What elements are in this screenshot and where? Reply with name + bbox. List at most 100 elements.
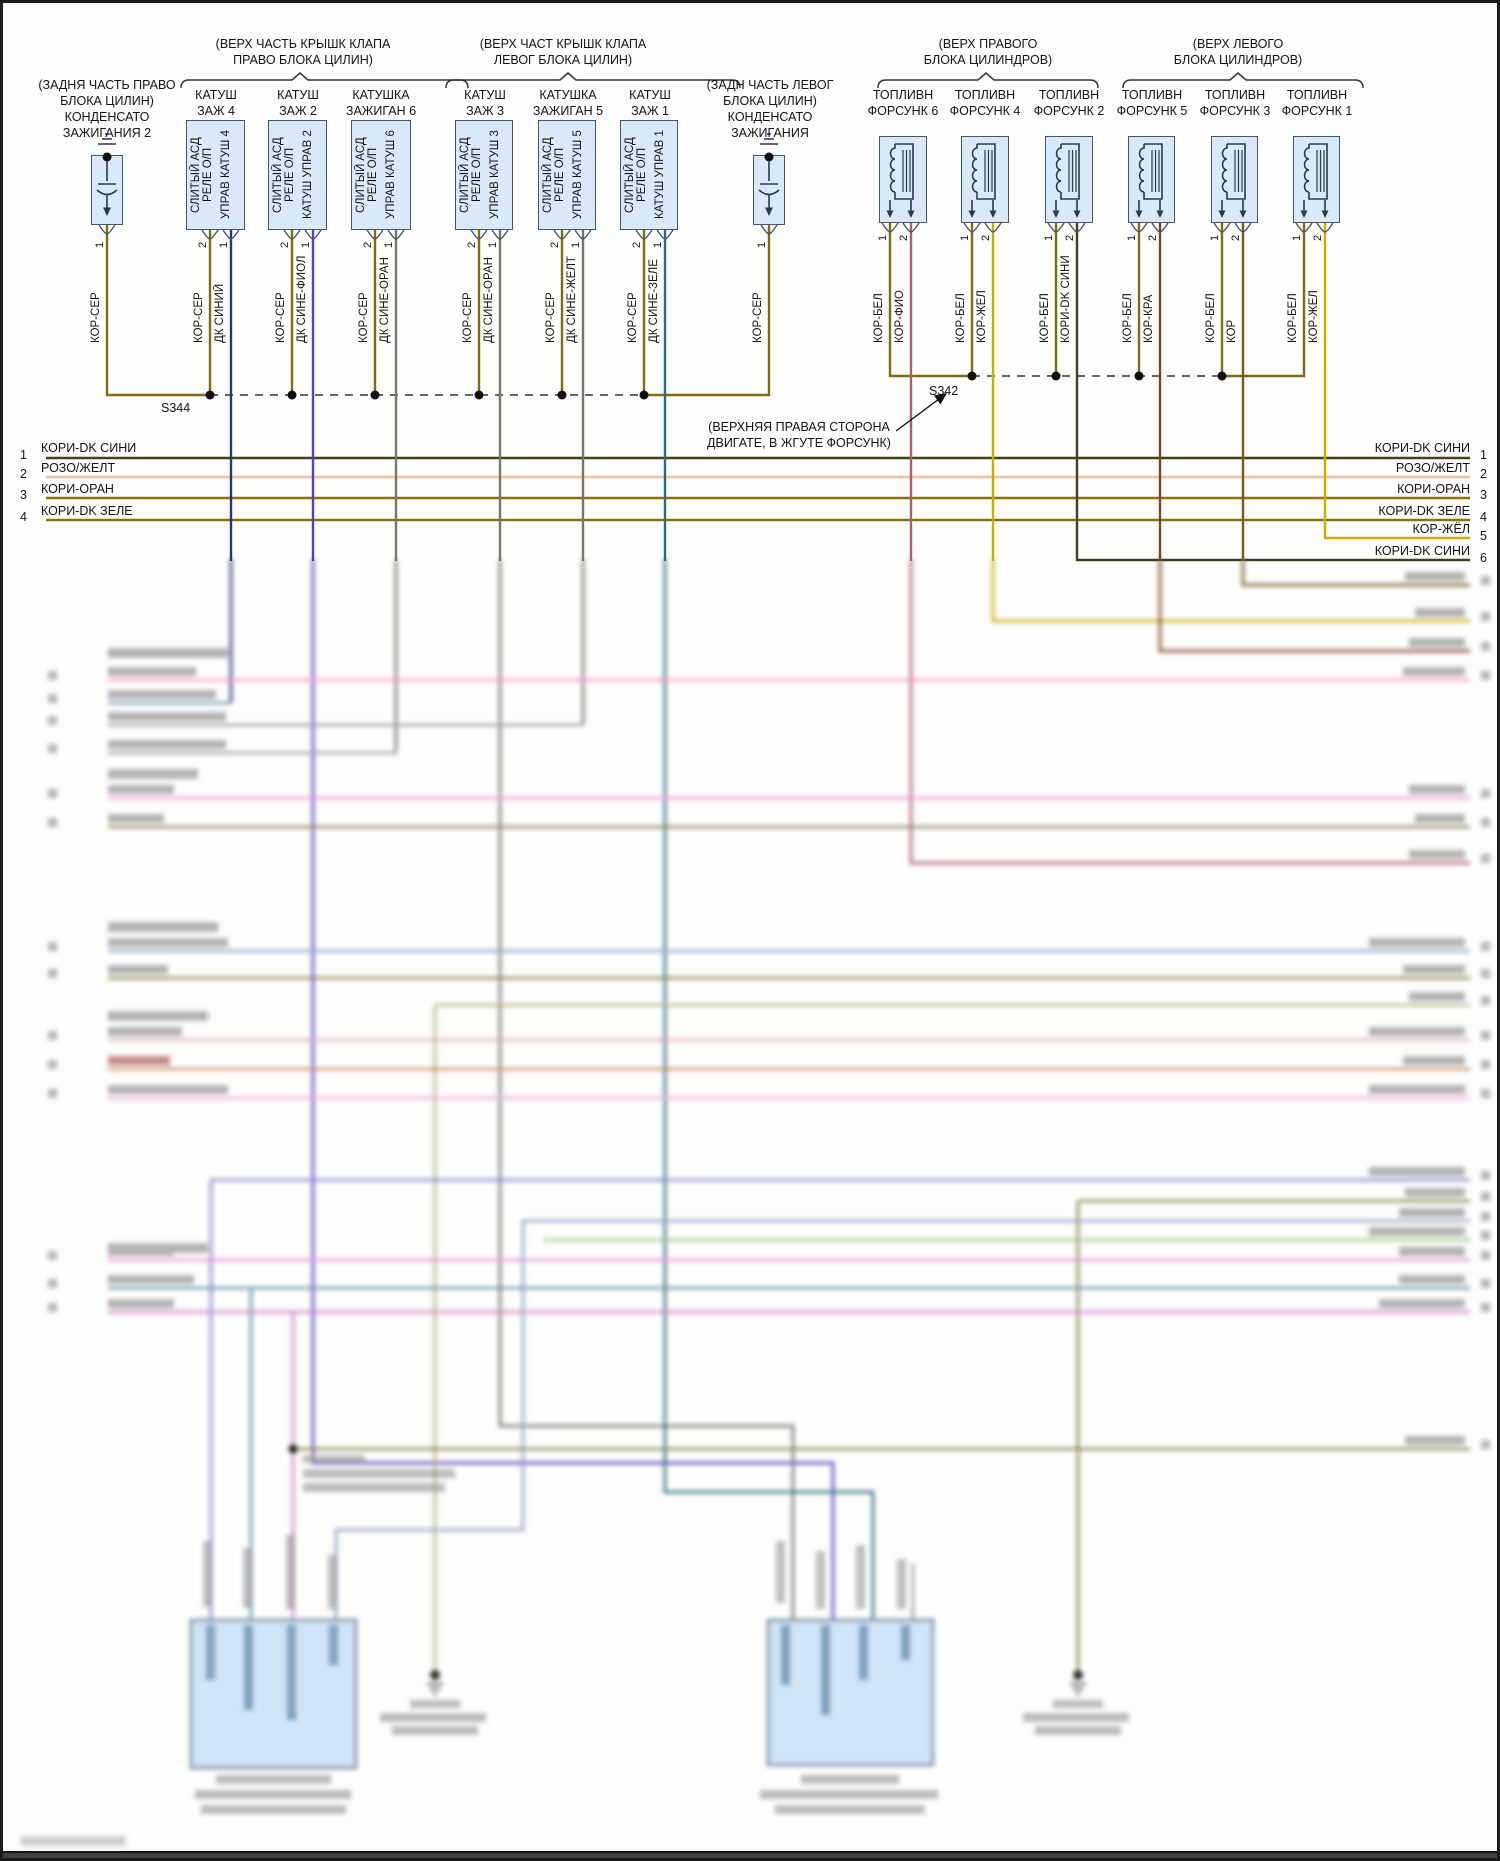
coil-2-pin2: 2 bbox=[279, 241, 291, 248]
bus-right-num-2: 2 bbox=[1480, 467, 1487, 481]
coil-4-pin1: 1 bbox=[218, 241, 230, 248]
blurred-left-labels bbox=[108, 648, 228, 1308]
group-splice-dots bbox=[205, 371, 1227, 400]
label-line: КАТУШ bbox=[629, 88, 671, 102]
blurred-wire-label-blobs bbox=[203, 1535, 906, 1609]
bottom-bar bbox=[3, 1853, 1497, 1858]
label-line: ЗАЖИГАНИЯ bbox=[731, 126, 809, 140]
bus-left-label-2: РОЗО/ЖЕЛТ bbox=[41, 461, 116, 475]
bottom-bar-edge bbox=[3, 1851, 1497, 1853]
capacitor-1-pin: 1 bbox=[756, 241, 768, 248]
injector-6-wire1-label: КОР-БЕЛ bbox=[873, 293, 885, 343]
capacitor-1-label: (ЗАДН ЧАСТЬ ЛЕВОГ БЛОКА ЦИЛИН) КОНДЕНСАТ… bbox=[686, 77, 854, 141]
capacitor-2-label: (ЗАДНЯ ЧАСТЬ ПРАВО БЛОКА ЦИЛИН) КОНДЕНСА… bbox=[23, 77, 191, 141]
label-line: ТОПЛИВН bbox=[954, 88, 1016, 102]
injector-5-wire2-label: КОР-КРА bbox=[1143, 294, 1155, 343]
injector-1-pin2: 2 bbox=[1312, 234, 1324, 241]
label-line: (ЗАДН ЧАСТЬ ЛЕВОГ bbox=[706, 78, 834, 92]
label-line: ФОРСУНК 2 bbox=[1033, 104, 1105, 118]
label-line: ЗАЖ 2 bbox=[279, 104, 317, 118]
diagram-lines bbox=[3, 72, 1497, 1858]
coil-5-wire1-label: ДК СИНЕ-ЖЕЛТ bbox=[566, 256, 578, 343]
coil-1-text-relay2: РЕЛЕ О/П bbox=[636, 147, 648, 203]
bus-right-num-6: 6 bbox=[1480, 551, 1487, 565]
blurred-caption-blobs bbox=[195, 1455, 1129, 1814]
coil-5-box bbox=[538, 120, 596, 230]
label-line: ЗАЖ 3 bbox=[466, 104, 504, 118]
note-line: (ВЕРХНЯЯ ПРАВАЯ СТОРОНА bbox=[708, 420, 890, 434]
bracket-label-right-cyl-bank: (ВЕРХ ПРАВОГО БЛОКА ЦИЛИНДРОВ) bbox=[858, 36, 1118, 68]
group-bus-lines bbox=[46, 223, 1470, 562]
coil-3-pin1: 1 bbox=[487, 241, 499, 248]
coil-6-wire2-label: КОР-СЕР bbox=[358, 292, 370, 343]
coil-2-wire2-label: КОР-СЕР bbox=[275, 292, 287, 343]
s342-note: (ВЕРХНЯЯ ПРАВАЯ СТОРОНА ДВИГАТЕ, В ЖГУТЕ… bbox=[693, 419, 905, 451]
bus-right-num-5: 5 bbox=[1480, 529, 1487, 543]
label-line: ТОПЛИВН bbox=[1286, 88, 1348, 102]
label-line: БЛОКА ЦИЛИН) bbox=[723, 94, 817, 108]
coil-6-wire1-label: ДК СИНЕ-ОРАН bbox=[379, 257, 391, 343]
label-line: (ЗАДНЯ ЧАСТЬ ПРАВО bbox=[38, 78, 176, 92]
coil-6-box bbox=[351, 120, 411, 230]
watermark-blob bbox=[21, 1836, 126, 1846]
bus-left-num-3: 3 bbox=[20, 488, 27, 502]
injector-3-pin2: 2 bbox=[1230, 234, 1242, 241]
bus-left-num-4: 4 bbox=[20, 510, 27, 524]
coil-5-text-ctrl: УПРАВ КАТУШ 5 bbox=[572, 130, 584, 220]
coil-1-label: КАТУШ ЗАЖ 1 bbox=[600, 87, 700, 119]
injector-2-label: ТОПЛИВН ФОРСУНК 2 bbox=[1019, 87, 1119, 119]
coil-4-pin2: 2 bbox=[197, 241, 209, 248]
coil-4-box bbox=[186, 120, 245, 230]
splice-s344-label: S344 bbox=[161, 401, 191, 415]
coil-1-pin1: 1 bbox=[652, 241, 664, 248]
coil-6-pin1: 1 bbox=[383, 241, 395, 248]
label-line: ЗАЖ 4 bbox=[197, 104, 235, 118]
coil-4-label: КАТУШ ЗАЖ 4 bbox=[166, 87, 266, 119]
bracket-line: (ВЕРХ ЧАСТ КРЫШК КЛАПА bbox=[479, 37, 647, 51]
injector-4-label: ТОПЛИВН ФОРСУНК 4 bbox=[935, 87, 1035, 119]
bracket-label-left-valve-cover: (ВЕРХ ЧАСТ КРЫШК КЛАПА ЛЕВОГ БЛОКА ЦИЛИН… bbox=[433, 36, 693, 68]
coil-1-pin2: 2 bbox=[631, 241, 643, 248]
label-line: ЗАЖИГАНИЯ 2 bbox=[62, 126, 152, 140]
injector-3-pin1: 1 bbox=[1209, 234, 1221, 241]
coil-2-wire1-label: ДК СИНЕ-ФИОЛ bbox=[296, 255, 308, 343]
label-line: ТОПЛИВН bbox=[872, 88, 934, 102]
label-line: БЛОКА ЦИЛИН) bbox=[60, 94, 154, 108]
coil-3-label: КАТУШ ЗАЖ 3 bbox=[435, 87, 535, 119]
coil-1-wire2-label: КОР-СЕР bbox=[627, 292, 639, 343]
label-line: ФОРСУНК 5 bbox=[1116, 104, 1188, 118]
injector-5-pin1: 1 bbox=[1126, 234, 1138, 241]
bracket-line: БЛОКА ЦИЛИНДРОВ) bbox=[923, 53, 1053, 67]
coil-4-text-ctrl: УПРАВ КАТУШ 4 bbox=[220, 130, 232, 220]
coil-5-pin2: 2 bbox=[549, 241, 561, 248]
injector-2-wire2-label: КОРИ-DK СИНИ bbox=[1060, 255, 1072, 343]
bracket-line: ЛЕВОГ БЛОКА ЦИЛИН) bbox=[493, 53, 633, 67]
bus-right-num-3: 3 bbox=[1480, 488, 1487, 502]
injector-4-pin2: 2 bbox=[980, 234, 992, 241]
capacitor-2-wire-label: КОР-СЕР bbox=[90, 292, 102, 343]
label-line: ЗАЖ 1 bbox=[631, 104, 669, 118]
bus-left-label-4: КОРИ-DK ЗЕЛЕ bbox=[41, 504, 133, 518]
capacitor-2-pin: 1 bbox=[94, 241, 106, 248]
injector-4-wire1-label: КОР-БЕЛ bbox=[955, 293, 967, 343]
bracket-label-left-cyl-bank: (ВЕРХ ЛЕВОГО БЛОКА ЦИЛИНДРОВ) bbox=[1108, 36, 1368, 68]
coil-1-text-ctrl: КАТУШ УПРАВ 1 bbox=[654, 130, 666, 220]
coil-1-box bbox=[620, 120, 678, 230]
injector-1-pin1: 1 bbox=[1291, 234, 1303, 241]
label-line: ТОПЛИВН bbox=[1038, 88, 1100, 102]
injector-1-wire2-label: КОР-ЖЁЛ bbox=[1308, 290, 1320, 343]
injector-4-pin1: 1 bbox=[959, 234, 971, 241]
injector-2-wire1-label: КОР-БЕЛ bbox=[1039, 293, 1051, 343]
coil-6-pin2: 2 bbox=[362, 241, 374, 248]
coil-5-pin1: 1 bbox=[570, 241, 582, 248]
coil-3-text-ctrl: УПРАВ КАТУШ 3 bbox=[489, 130, 501, 220]
coil-3-text-relay2: РЕЛЕ О/П bbox=[471, 147, 483, 203]
coil-2-box bbox=[268, 120, 327, 230]
injector-1-wire1-label: КОР-БЕЛ bbox=[1287, 293, 1299, 343]
label-line: ФОРСУНК 3 bbox=[1199, 104, 1271, 118]
bracket-line: (ВЕРХ ЧАСТЬ КРЫШК КЛАПА bbox=[215, 37, 391, 51]
label-line: ЗАЖИГАН 5 bbox=[532, 104, 604, 118]
capacitor-1-wire-label: КОР-СЕР bbox=[752, 292, 764, 343]
injector-6-wire2-label: КОР-ФИО bbox=[894, 290, 906, 343]
label-line: КАТУШ bbox=[464, 88, 506, 102]
